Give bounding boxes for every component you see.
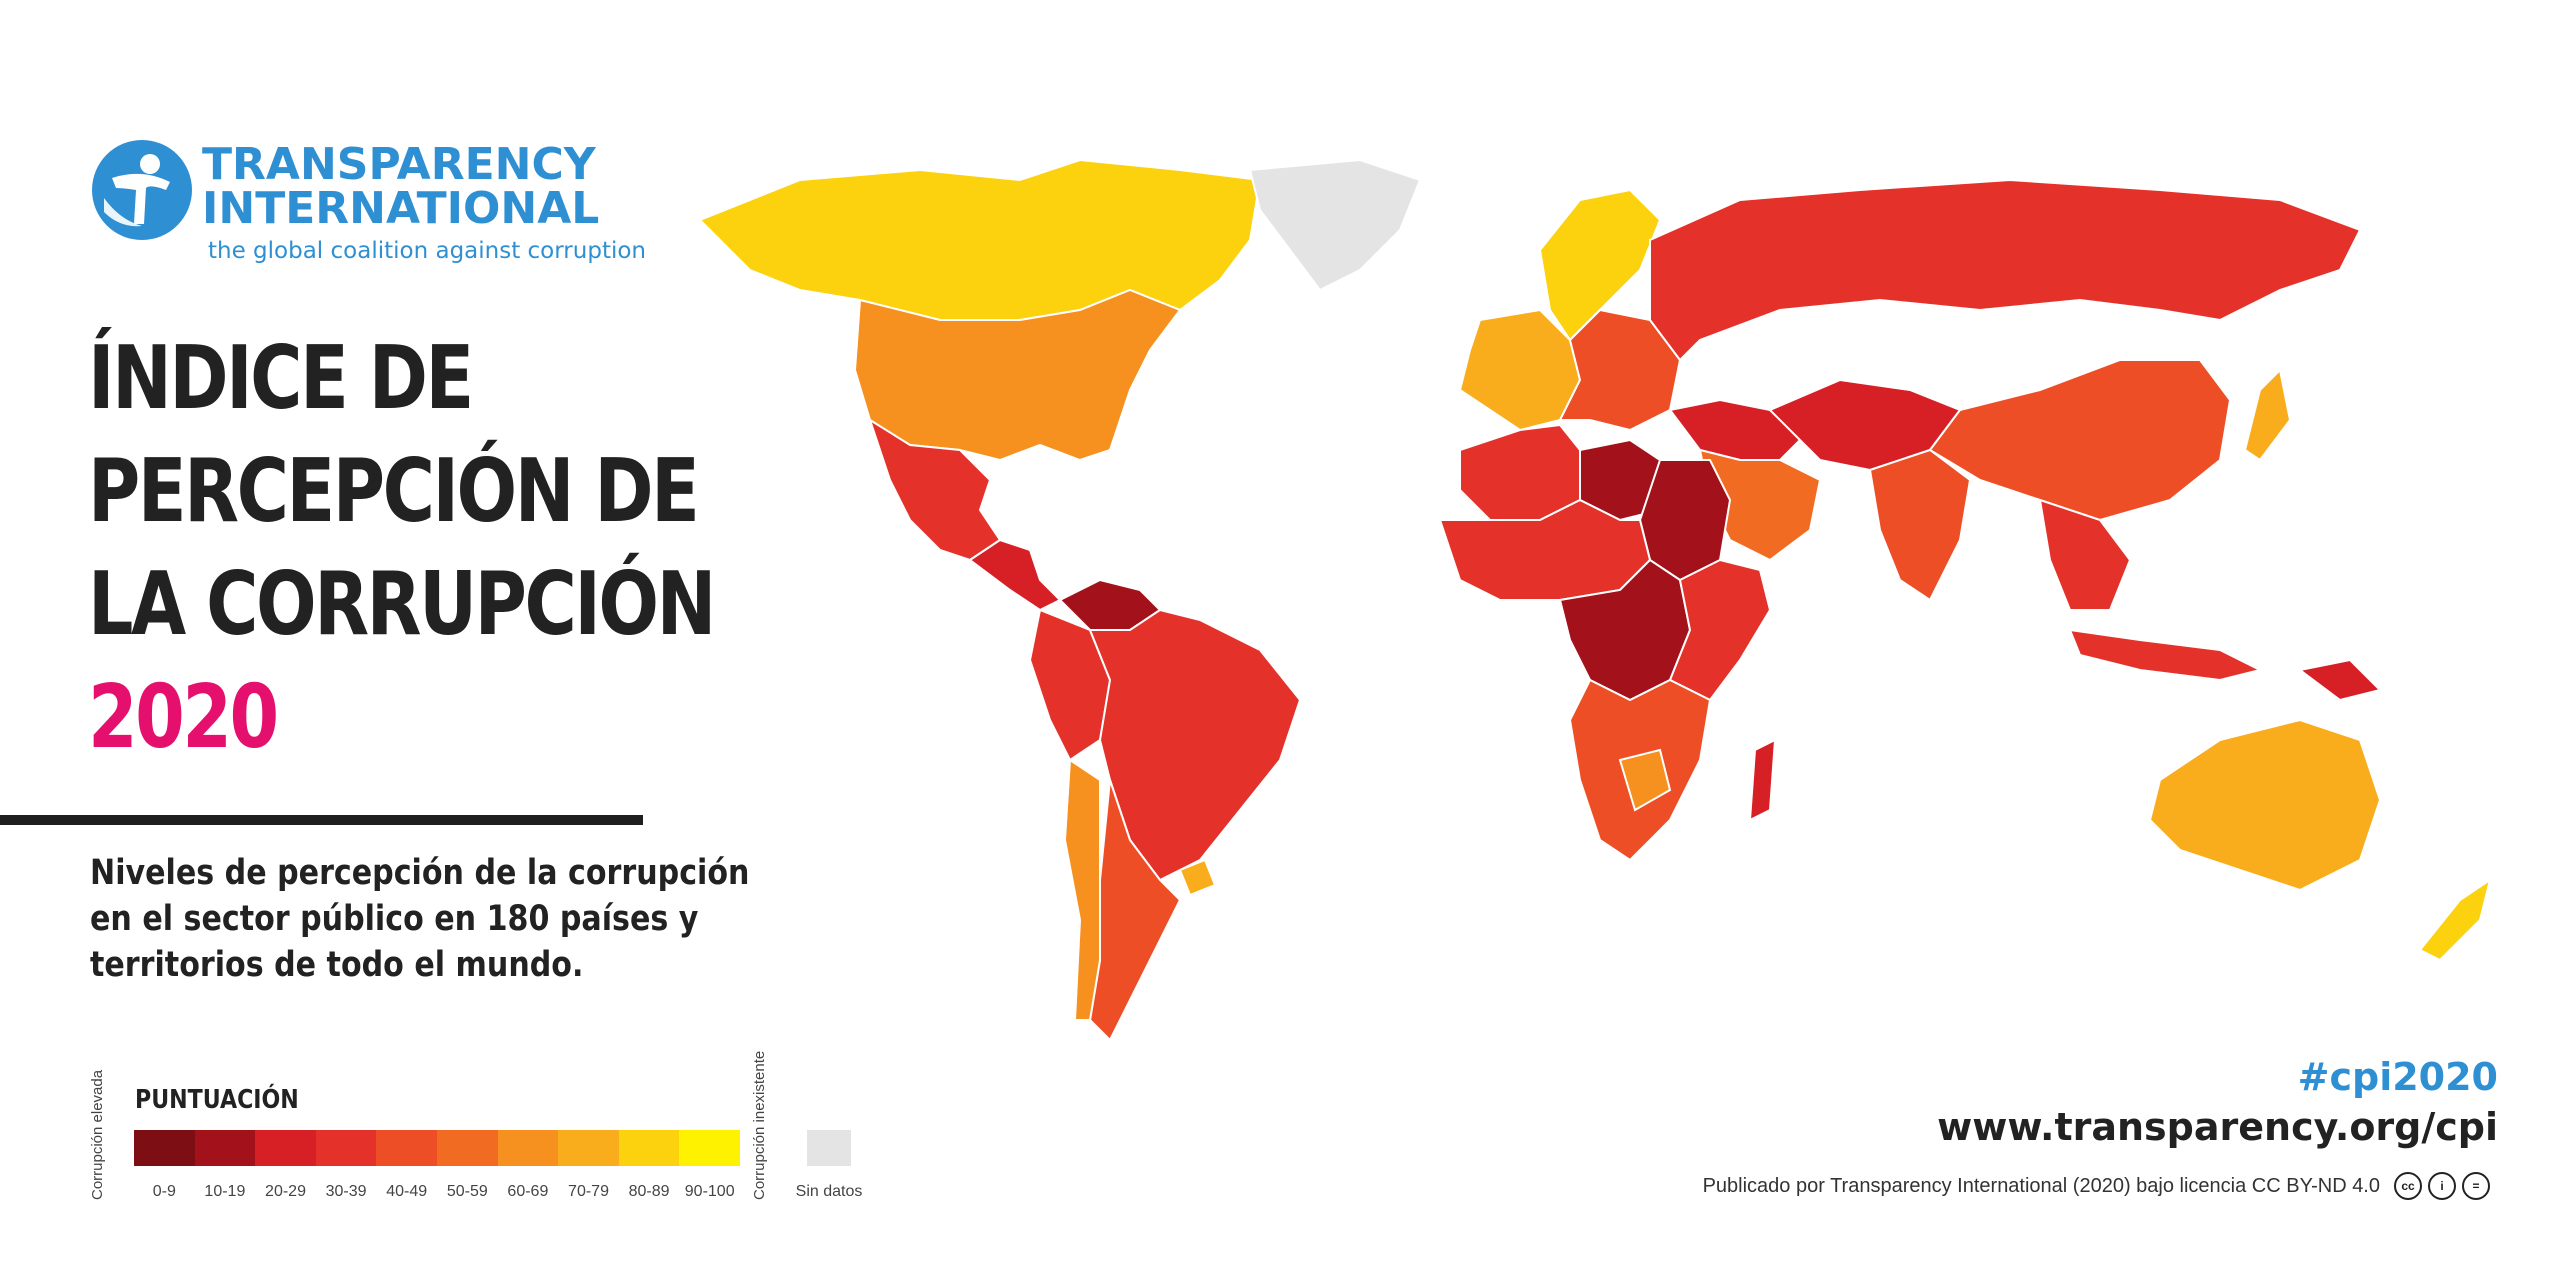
legend-swatch: [255, 1130, 317, 1166]
logo-text-line1: TRANSPARENCY: [202, 139, 596, 190]
website-url: www.transparency.org/cpi: [1937, 1105, 2498, 1149]
region-east-africa: [1668, 558, 1772, 702]
legend-swatch: [194, 1130, 256, 1166]
world-map: [698, 160, 2492, 1042]
license-text: Publicado por Transparency International…: [1702, 1175, 2380, 1197]
region-new-zealand: [2418, 877, 2492, 962]
region-eastern-europe: [1558, 308, 1682, 432]
region-scandinavia: [1538, 188, 1662, 342]
region-botswana: [1618, 748, 1672, 812]
legend-swatch: [679, 1130, 741, 1166]
legend-swatch: [618, 1130, 680, 1166]
title-line1: ÍNDICE DE: [88, 327, 474, 429]
by-icon: i: [2428, 1172, 2456, 1200]
legend-swatch: [437, 1130, 499, 1166]
legend-tick-label: 20-29: [265, 1183, 306, 1200]
legend-tick-label: 10-19: [204, 1183, 246, 1200]
cc-license-icons: cc i =: [2388, 1172, 2498, 1200]
title-year: 2020: [88, 666, 279, 768]
legend-swatch: [376, 1130, 438, 1166]
legend-title: PUNTUACIÓN: [135, 1085, 299, 1115]
region-canada: [698, 160, 1262, 321]
region-uruguay: [1178, 858, 1217, 897]
legend-tick-label: 60-69: [507, 1183, 549, 1200]
region-sahel: [1438, 498, 1652, 601]
region-india: [1868, 448, 1972, 602]
legend-tick-label: 40-49: [386, 1183, 428, 1200]
legend-right-label: Corrupción inexistente: [751, 1050, 768, 1200]
legend-tick-label: 90-100: [684, 1183, 735, 1200]
page-title: ÍNDICE DE PERCEPCIÓN DE LA CORRUPCIÓN 20…: [88, 322, 728, 774]
legend-swatch: [315, 1130, 377, 1166]
subtitle-line3: territorios de todo el mundo.: [90, 945, 584, 985]
legend-color-scale: [134, 1130, 741, 1166]
legend-tick-label: 0-9: [152, 1183, 176, 1200]
region-japan: [2243, 367, 2292, 462]
nd-icon: =: [2462, 1172, 2490, 1200]
title-line3: LA CORRUPCIÓN: [88, 553, 716, 655]
divider-rule: [0, 815, 643, 825]
region-madagascar: [1748, 738, 1777, 822]
legend-swatch: [497, 1130, 559, 1166]
region-australia: [2148, 718, 2382, 892]
region-chile: [1063, 758, 1101, 1021]
subtitle: Niveles de percepción de la corrupción e…: [90, 850, 750, 988]
hashtag: #cpi2020: [2297, 1055, 2498, 1099]
region-north-africa: [1459, 423, 1581, 521]
legend-tick-label: 80-89: [628, 1183, 670, 1200]
region-southeast-asia: [2038, 498, 2132, 611]
region-central-america: [968, 538, 1062, 612]
legend-left-label: Corrupción elevada: [89, 1069, 106, 1200]
legend-swatch: [558, 1130, 620, 1166]
legend-tick-label: 70-79: [568, 1183, 609, 1200]
logo-figure-icon: [92, 140, 192, 240]
legend-tick-label: 30-39: [325, 1183, 367, 1200]
legend-swatch: [134, 1130, 196, 1166]
legend-tick-label: 50-59: [446, 1183, 488, 1200]
region-western-europe: [1458, 308, 1582, 432]
logo-tagline: the global coalition against corruption: [208, 238, 646, 264]
legend-no-data-label: Sin datos: [795, 1183, 863, 1200]
subtitle-line1: Niveles de percepción de la corrupción: [90, 853, 750, 893]
region-brazil: [1088, 608, 1302, 882]
region-china: [1928, 359, 2232, 522]
transparency-logo: TRANSPARENCY INTERNATIONAL the global co…: [90, 138, 690, 268]
title-line2: PERCEPCIÓN DE: [88, 440, 700, 542]
region-papua-new-guinea: [2297, 658, 2382, 702]
subtitle-line2: en el sector público en 180 países y: [90, 899, 699, 939]
region-greenland: [1248, 160, 1422, 292]
region-russia: [1649, 178, 2362, 362]
legend-no-data-swatch: [807, 1130, 851, 1166]
cc-icon: cc: [2394, 1172, 2422, 1200]
logo-text-line2: INTERNATIONAL: [202, 183, 600, 234]
region-indonesia: [2068, 628, 2263, 682]
